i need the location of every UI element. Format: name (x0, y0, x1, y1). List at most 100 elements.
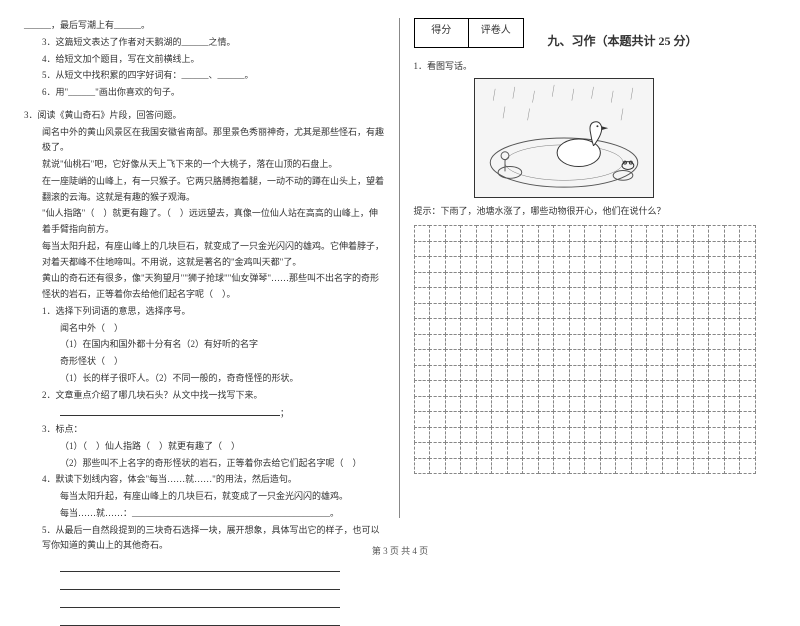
grid-cell (569, 287, 586, 304)
para-3: 在一座陡峭的山峰上，有一只猴子。它两只胳膊抱着腿，一动不动的蹲在山头上，望着翻滚… (24, 174, 387, 206)
grid-cell (662, 318, 679, 335)
grid-cell (553, 256, 570, 273)
grid-cell (708, 349, 725, 366)
grid-cell (708, 241, 725, 258)
grid-cell (569, 427, 586, 444)
grid-cell (739, 287, 756, 304)
grid-cell (491, 256, 508, 273)
grid-cell (553, 241, 570, 258)
grid-cell (429, 256, 446, 273)
grid-cell (584, 458, 601, 475)
grid-cell (631, 458, 648, 475)
grid-cell (507, 427, 524, 444)
grid-cell (662, 287, 679, 304)
grid-cell (445, 334, 462, 351)
score-box: 得分 评卷人 (414, 18, 524, 48)
grid-cell (460, 272, 477, 289)
grid-cell (538, 334, 555, 351)
illustration-box (474, 78, 654, 198)
grid-row (414, 225, 777, 241)
grid-cell (693, 287, 710, 304)
grid-row (414, 365, 777, 381)
grid-cell (600, 442, 617, 459)
score-label: 得分 (415, 19, 470, 47)
grid-cell (646, 287, 663, 304)
grid-cell (522, 241, 539, 258)
grid-cell (414, 334, 431, 351)
grid-cell (708, 272, 725, 289)
grid-cell (445, 318, 462, 335)
grid-cell (646, 396, 663, 413)
grid-cell (522, 318, 539, 335)
grid-cell (584, 396, 601, 413)
grid-cell (693, 272, 710, 289)
grid-cell (584, 380, 601, 397)
grid-cell (708, 303, 725, 320)
grid-cell (522, 442, 539, 459)
grid-cell (600, 365, 617, 382)
grid-cell (445, 303, 462, 320)
grid-cell (739, 272, 756, 289)
grid-cell (414, 411, 431, 428)
grid-cell (693, 380, 710, 397)
grid-cell (522, 396, 539, 413)
grid-cell (522, 458, 539, 475)
grid-cell (445, 256, 462, 273)
grid-cell (460, 256, 477, 273)
grid-cell (662, 380, 679, 397)
para-4: "仙人指路"（ ）就更有趣了。（ ）远远望去，真像一位仙人站在高高的山峰上，伸着… (24, 206, 387, 238)
grid-cell (460, 427, 477, 444)
grid-cell (553, 303, 570, 320)
grid-cell (615, 241, 632, 258)
grid-cell (491, 380, 508, 397)
grid-cell (476, 411, 493, 428)
grid-cell (584, 349, 601, 366)
para-1: 闻名中外的黄山风景区在我国安徽省南部。那里景色秀丽神奇，尤其是那些怪石，有趣极了… (24, 125, 387, 157)
grid-cell (553, 349, 570, 366)
grid-cell (584, 318, 601, 335)
grid-cell (569, 411, 586, 428)
grid-cell (693, 396, 710, 413)
grid-cell (584, 241, 601, 258)
left-column: ______，最后写潮上有______。 3．这篇短文表达了作者对天鹅湖的___… (24, 18, 387, 518)
grid-cell (491, 442, 508, 459)
grid-cell (615, 442, 632, 459)
grid-cell (646, 225, 663, 242)
grid-cell (522, 256, 539, 273)
sub-q1b: 奇形怪状（ ） (24, 354, 387, 370)
grid-cell (569, 303, 586, 320)
grid-cell (491, 349, 508, 366)
sub-q1a: 闻名中外（ ） (24, 321, 387, 337)
grid-cell (553, 334, 570, 351)
grid-cell (476, 349, 493, 366)
q0: ______，最后写潮上有______。 (24, 18, 387, 34)
right-column: 得分 评卷人 九、习作（本题共计 25 分） 1．看图写话。 (399, 18, 777, 518)
grid-cell (538, 256, 555, 273)
grid-cell (708, 256, 725, 273)
grid-cell (522, 287, 539, 304)
grid-cell (553, 396, 570, 413)
grid-cell (429, 458, 446, 475)
grid-cell (414, 442, 431, 459)
grid-cell (631, 380, 648, 397)
grid-cell (414, 349, 431, 366)
grid-cell (600, 303, 617, 320)
grid-cell (584, 303, 601, 320)
blank-line-4 (60, 612, 340, 626)
grid-cell (460, 458, 477, 475)
grid-cell (584, 442, 601, 459)
grid-cell (569, 458, 586, 475)
grid-cell (724, 256, 741, 273)
grid-cell (600, 225, 617, 242)
sub-q1b-opts: （1）长的样子很吓人。（2）不同一般的，奇奇怪怪的形状。 (24, 371, 387, 387)
grid-cell (739, 225, 756, 242)
grid-cell (414, 380, 431, 397)
grid-cell (631, 318, 648, 335)
grid-cell (569, 365, 586, 382)
grid-cell (600, 272, 617, 289)
grid-row (414, 241, 777, 257)
grid-cell (724, 225, 741, 242)
grid-cell (460, 380, 477, 397)
grid-cell (600, 334, 617, 351)
grid-cell (708, 396, 725, 413)
